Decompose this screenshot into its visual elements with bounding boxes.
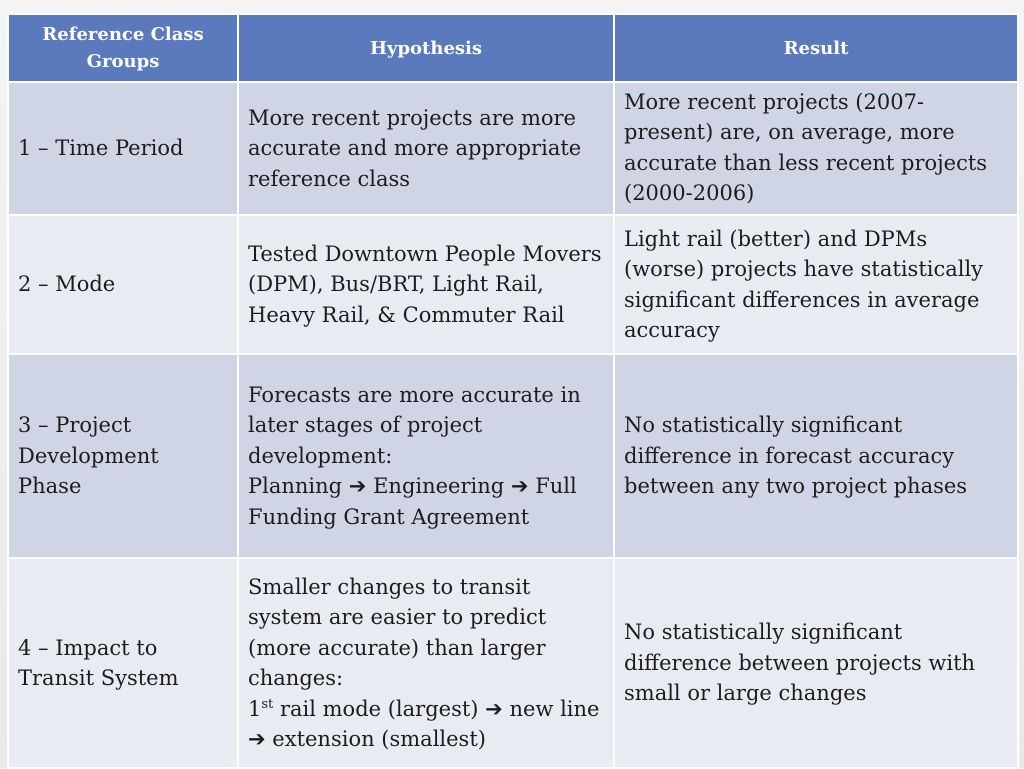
hypothesis-cell: Tested Downtown People Movers (DPM), Bus… — [237, 214, 615, 355]
step-extension: extension (smallest) — [272, 727, 486, 751]
right-arrow-icon: ➔ — [348, 474, 367, 499]
result-cell: No statistically significant difference … — [613, 557, 1019, 769]
group-cell: 2 – Mode — [7, 214, 239, 355]
group-cell: 4 – Impact to Transit System — [7, 557, 239, 769]
right-arrow-icon: ➔ — [485, 696, 503, 721]
slide: Reference Class Groups Hypothesis Result… — [7, 13, 1019, 769]
phase-engineering: Engineering — [373, 474, 505, 499]
hypothesis-cell: More recent projects are more accurate a… — [237, 81, 615, 216]
table-row: 2 – Mode Tested Downtown People Movers (… — [7, 214, 1019, 355]
step-first-ordinal: st — [261, 696, 274, 712]
header-result: Result — [613, 13, 1019, 83]
result-cell: Light rail (better) and DPMs (worse) pro… — [613, 214, 1019, 355]
step-rail-mode: rail mode (largest) — [279, 696, 479, 721]
table-row: 4 – Impact to Transit System Smaller cha… — [7, 557, 1019, 769]
group-cell: 1 – Time Period — [7, 81, 239, 216]
hypothesis-cell: Forecasts are more accurate in later sta… — [237, 353, 615, 559]
header-reference-class-groups: Reference Class Groups — [7, 13, 239, 83]
step-new-line: new line — [509, 696, 600, 721]
reference-class-table: Reference Class Groups Hypothesis Result… — [7, 13, 1019, 769]
table-row: 3 – Project Development Phase Forecasts … — [7, 353, 1019, 559]
result-cell: No statistically significant difference … — [613, 353, 1019, 559]
header-hypothesis: Hypothesis — [237, 13, 615, 83]
hypothesis-intro: Smaller changes to transit system are ea… — [248, 574, 547, 691]
hypothesis-intro: Forecasts are more accurate in later sta… — [248, 382, 581, 468]
result-cell: More recent projects (2007-present) are,… — [613, 81, 1019, 216]
right-arrow-icon: ➔ — [510, 474, 529, 499]
phase-planning: Planning — [248, 474, 343, 499]
step-first-number: 1 — [248, 696, 262, 721]
header-row: Reference Class Groups Hypothesis Result — [7, 13, 1019, 83]
right-arrow-icon: ➔ — [248, 727, 266, 751]
hypothesis-cell: Smaller changes to transit system are ea… — [237, 557, 615, 769]
phase-ffga: Full Funding Grant Agreement — [248, 474, 577, 529]
table-row: 1 – Time Period More recent projects are… — [7, 81, 1019, 216]
group-cell: 3 – Project Development Phase — [7, 353, 239, 559]
